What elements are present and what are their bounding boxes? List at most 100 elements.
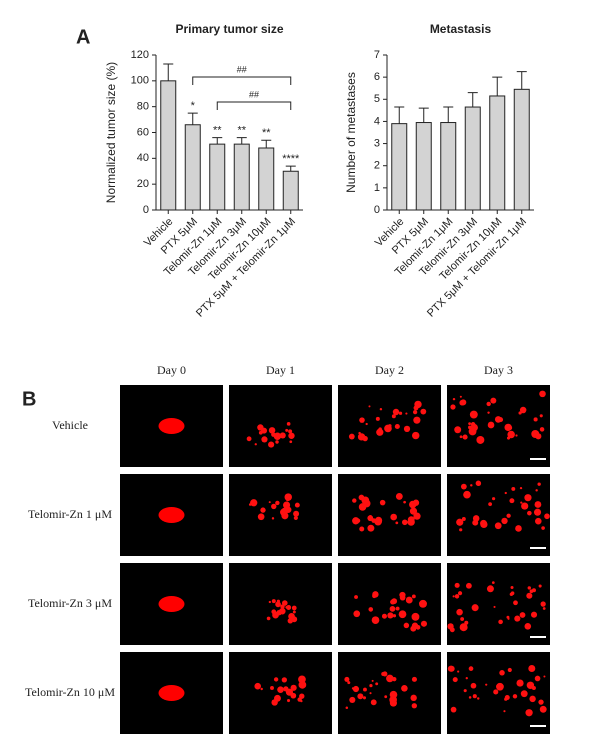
tumor-signal [519,406,527,414]
tumor-signal [288,429,293,434]
tumor-signal [411,612,420,621]
y-tick-label: 80 [137,101,149,113]
tumor-signal [490,397,497,404]
tumor-signal [539,427,545,432]
tumor-signal [392,408,400,416]
tumor-signal [254,682,261,690]
tumor-signal [456,608,463,616]
tumor-signal [454,582,460,588]
tumor-signal [524,494,532,502]
tumor-signal [491,581,495,584]
tumor-signal [509,592,514,597]
tumor-signal [288,613,295,620]
tumor-signal [386,674,394,683]
tumor-signal [246,436,252,442]
column-header: Day 0 [157,363,186,377]
row-label: Telomir-Zn 1 μM [28,507,112,521]
tumor-signal [520,690,528,698]
tumor-signal [299,693,305,699]
tumor-signal [503,710,506,713]
tumor-signal [382,671,388,677]
row-label: Vehicle [52,418,88,432]
tumor-signal [527,510,532,516]
bar [160,80,177,211]
tumor-signal [391,598,398,605]
tumor-signal [293,515,298,521]
tumor-signal [477,697,480,700]
tumor-signal [158,507,185,523]
tumor-signal [369,684,373,688]
tumor-signal [352,685,360,693]
tumor-signal [527,586,532,590]
column-header: Day 2 [375,363,404,377]
tumor-signal [492,497,496,501]
tumor-signal [367,524,375,532]
bar [184,124,201,211]
bar [391,123,408,211]
row-label: Telomir-Zn 3 μM [28,596,112,610]
tumor-signal [407,518,415,526]
panel-label: A [76,26,90,48]
tumor-signal [470,682,477,689]
tumor-signal [292,610,296,614]
tumor-signal [496,682,504,691]
tumor-signal [368,607,374,612]
tumor-signal [271,517,275,520]
tumor-signal [465,582,472,589]
tumor-signal [391,414,396,419]
tumor-signal [414,400,422,409]
tumor-signal [402,519,408,526]
comparison-bracket [216,101,292,110]
tumor-signal [403,500,406,504]
tumor-signal [359,417,365,423]
tumor-signal [521,502,529,510]
tumor-signal [395,492,403,500]
tumor-signal [506,513,511,518]
y-tick-label: 1 [374,182,380,194]
error-bar [163,63,174,81]
bar [440,122,457,211]
tumor-signal [504,491,507,495]
tumor-signal [485,683,488,686]
tumor-signal [538,699,544,705]
tumor-signal [533,417,538,422]
tumor-signal [460,617,465,621]
tumor-signal [504,423,512,432]
tumor-signal [291,605,297,611]
tumor-signal [452,595,455,598]
tumor-signal [463,490,471,499]
tumor-signal [528,665,536,673]
tumor-signal [506,436,511,440]
tumor-signal [543,675,546,678]
tumor-signal [511,486,516,491]
tumor-signal [529,695,536,703]
tumor-signal [392,677,397,682]
tumor-signal [514,615,521,622]
tumor-signal [494,522,502,530]
tumor-signal [370,699,377,706]
tumor-signal [463,689,467,693]
tumor-signal [294,502,300,508]
tumor-signal [472,694,477,699]
tumor-signal [279,432,286,439]
fluorescence-image [447,652,550,734]
tumor-signal [533,508,542,516]
tumor-signal [275,601,281,608]
fluorescence-image [447,385,550,467]
significance-label: **** [282,153,300,165]
tumor-signal [459,435,463,439]
column-header: Day 3 [484,363,513,377]
tumor-signal [541,526,545,530]
fluorescence-image [229,474,332,556]
tumor-signal [504,695,510,701]
tumor-signal [276,609,282,616]
fluorescence-image [338,474,441,556]
tumor-signal [389,606,396,612]
tumor-signal [415,624,421,630]
row-label: Telomir-Zn 10 μM [25,685,115,699]
tumor-signal [459,623,468,632]
tumor-signal [515,525,522,532]
tumor-signal [412,499,420,506]
tumor-signal [293,510,300,517]
y-tick-label: 0 [143,204,149,216]
